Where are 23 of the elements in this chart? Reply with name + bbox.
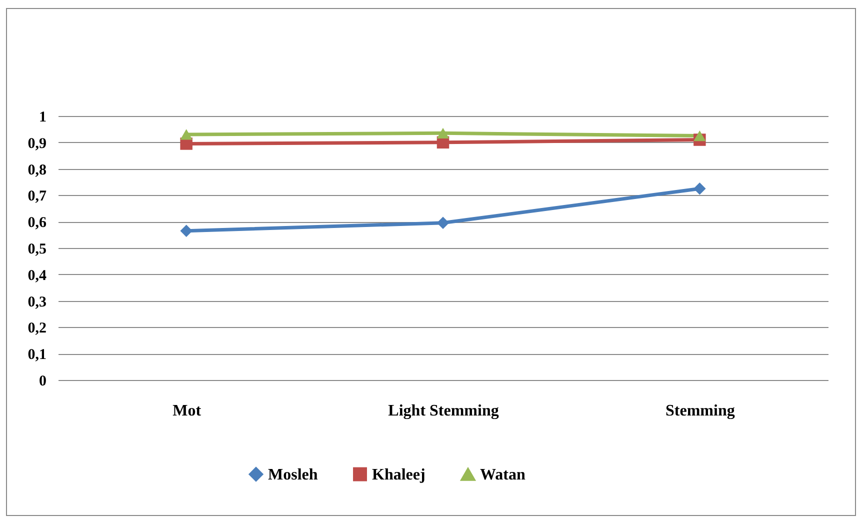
x-tick-label: Stemming [666, 402, 735, 420]
legend-label: Watan [480, 466, 526, 484]
point [180, 129, 192, 140]
point [436, 216, 450, 230]
point [180, 224, 192, 237]
y-tick-label: 0,1 [28, 347, 46, 364]
y-tick-label: 0 [39, 374, 46, 390]
point [436, 128, 450, 138]
y-tick-label: 0,7 [28, 188, 47, 205]
y-tick-label: 0,9 [28, 136, 46, 152]
point [694, 130, 706, 142]
point [694, 182, 706, 195]
y-tick-label: 0,8 [28, 162, 46, 178]
y-tick-label: 0,6 [28, 215, 47, 232]
y-tick-label: 0,3 [28, 294, 46, 310]
x-tick-label: Mot [172, 402, 202, 420]
x-tick-label: Light Stemming [388, 402, 499, 420]
legend-label: Khaleej [372, 466, 426, 484]
y-tick-label: 0,2 [28, 320, 46, 337]
y-tick-label: 1 [39, 110, 46, 126]
y-tick-label: 0,5 [28, 242, 46, 258]
legend-label: Mosleh [268, 466, 318, 484]
y-tick-label: 0,4 [28, 268, 47, 284]
